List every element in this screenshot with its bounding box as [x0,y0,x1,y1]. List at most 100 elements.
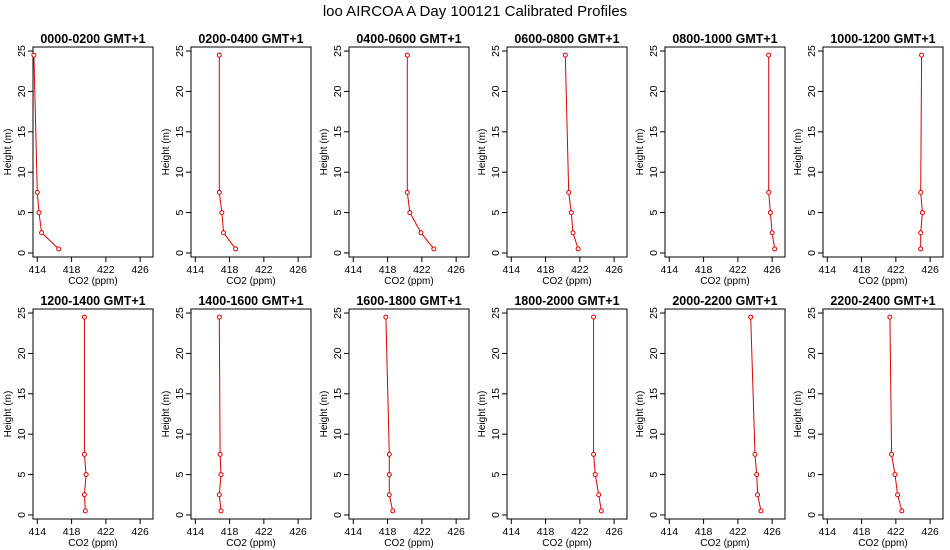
plot-frame [664,308,786,520]
x-tick-label: 418 [63,526,81,538]
y-tick-label: 10 [16,428,28,440]
y-tick-label: 10 [648,166,660,178]
x-tick-label: 414 [661,526,679,538]
y-tick-label: 10 [490,428,502,440]
x-tick-label: 426 [131,526,149,538]
profile-point [81,492,87,498]
y-tick-label: 5 [648,209,660,215]
x-tick-label: 426 [763,264,781,276]
profile-point [772,246,778,252]
profile-panel: 1400-1600 GMT+1 414 418 422 426 CO2 (ppm) 0 5 10… [161,294,312,549]
profile-point [919,52,925,58]
profile-point [216,189,222,195]
y-tick-label: 5 [16,209,28,215]
profile-point [386,492,392,498]
y-tick-label: 25 [174,307,186,319]
x-tick-label: 426 [447,264,465,276]
y-tick-label: 25 [332,45,344,57]
x-axis-label: CO2 (ppm) [858,276,907,287]
y-axis-label: Height (m) [3,129,14,176]
x-tick-label: 414 [503,526,521,538]
y-tick-label: 5 [648,471,660,477]
x-tick-label: 414 [503,264,521,276]
y-tick-label: 10 [174,166,186,178]
profile-point [36,210,42,216]
profile-point [591,314,597,320]
y-tick-label: 0 [806,250,818,256]
plot-frame [32,308,154,520]
y-axis-label: Height (m) [793,391,804,438]
y-tick-label: 0 [16,250,28,256]
profile-point [919,210,925,216]
x-axis-label: CO2 (ppm) [68,538,117,549]
profile-point [218,472,224,478]
x-tick-label: 422 [729,526,747,538]
x-axis-label: CO2 (ppm) [226,538,275,549]
y-tick-label: 5 [332,209,344,215]
x-tick-label: 418 [695,526,713,538]
profile-point [892,472,898,478]
x-tick-label: 414 [29,264,47,276]
x-tick-label: 426 [921,264,939,276]
x-tick-label: 418 [63,264,81,276]
profile-panel: 0400-0600 GMT+1 414 418 422 426 CO2 (ppm) 0 5 10… [319,32,470,287]
y-axis-label: Height (m) [161,391,172,438]
profile-point [404,52,410,58]
y-tick-label: 25 [174,45,186,57]
x-axis-label: CO2 (ppm) [542,538,591,549]
y-tick-label: 20 [806,347,818,359]
x-tick-label: 418 [221,264,239,276]
x-tick-label: 422 [571,264,589,276]
y-tick-label: 10 [332,166,344,178]
x-tick-label: 414 [819,264,837,276]
x-axis-label: CO2 (ppm) [384,276,433,287]
y-tick-label: 15 [490,126,502,138]
plot-frame [822,46,944,258]
x-tick-label: 422 [97,526,115,538]
y-axis-label: Height (m) [635,129,646,176]
y-tick-label: 25 [16,45,28,57]
y-tick-label: 0 [174,512,186,518]
y-tick-label: 10 [16,166,28,178]
profile-point [568,210,574,216]
profile-panel: 0800-1000 GMT+1 414 418 422 426 CO2 (ppm) 0 5 10… [635,32,786,287]
y-axis-label: Height (m) [635,391,646,438]
panel-title: 0800-1000 GMT+1 [672,32,777,46]
y-axis-label: Height (m) [319,129,330,176]
x-axis-label: CO2 (ppm) [384,538,433,549]
x-tick-label: 414 [187,526,205,538]
x-tick-label: 418 [853,526,871,538]
y-tick-label: 15 [174,388,186,400]
profile-point [431,246,437,252]
profile-point [918,230,924,236]
profile-point [383,314,389,320]
panel-title: 0400-0600 GMT+1 [356,32,461,46]
y-axis-label: Height (m) [477,391,488,438]
x-tick-label: 418 [853,264,871,276]
profile-point [219,210,225,216]
profile-point [769,230,775,236]
x-tick-label: 422 [887,264,905,276]
panel-title: 1800-2000 GMT+1 [514,294,619,308]
y-tick-label: 15 [806,126,818,138]
y-tick-label: 10 [648,428,660,440]
x-tick-label: 422 [413,264,431,276]
y-tick-label: 20 [332,347,344,359]
profile-panel: 2000-2200 GMT+1 414 418 422 426 CO2 (ppm) 0 5 10… [635,294,786,549]
x-tick-label: 426 [605,264,623,276]
profile-point [591,451,597,457]
profile-panel: 1600-1800 GMT+1 414 418 422 426 CO2 (ppm) 0 5 10… [319,294,470,549]
y-tick-label: 15 [174,126,186,138]
profile-point [895,492,901,498]
profile-point [566,189,572,195]
plot-frame [348,308,470,520]
x-tick-label: 414 [345,526,363,538]
y-tick-label: 0 [174,250,186,256]
y-tick-label: 0 [332,512,344,518]
y-tick-label: 20 [490,347,502,359]
x-axis-label: CO2 (ppm) [858,538,907,549]
profile-point [562,52,568,58]
y-tick-label: 15 [806,388,818,400]
x-tick-label: 422 [97,264,115,276]
